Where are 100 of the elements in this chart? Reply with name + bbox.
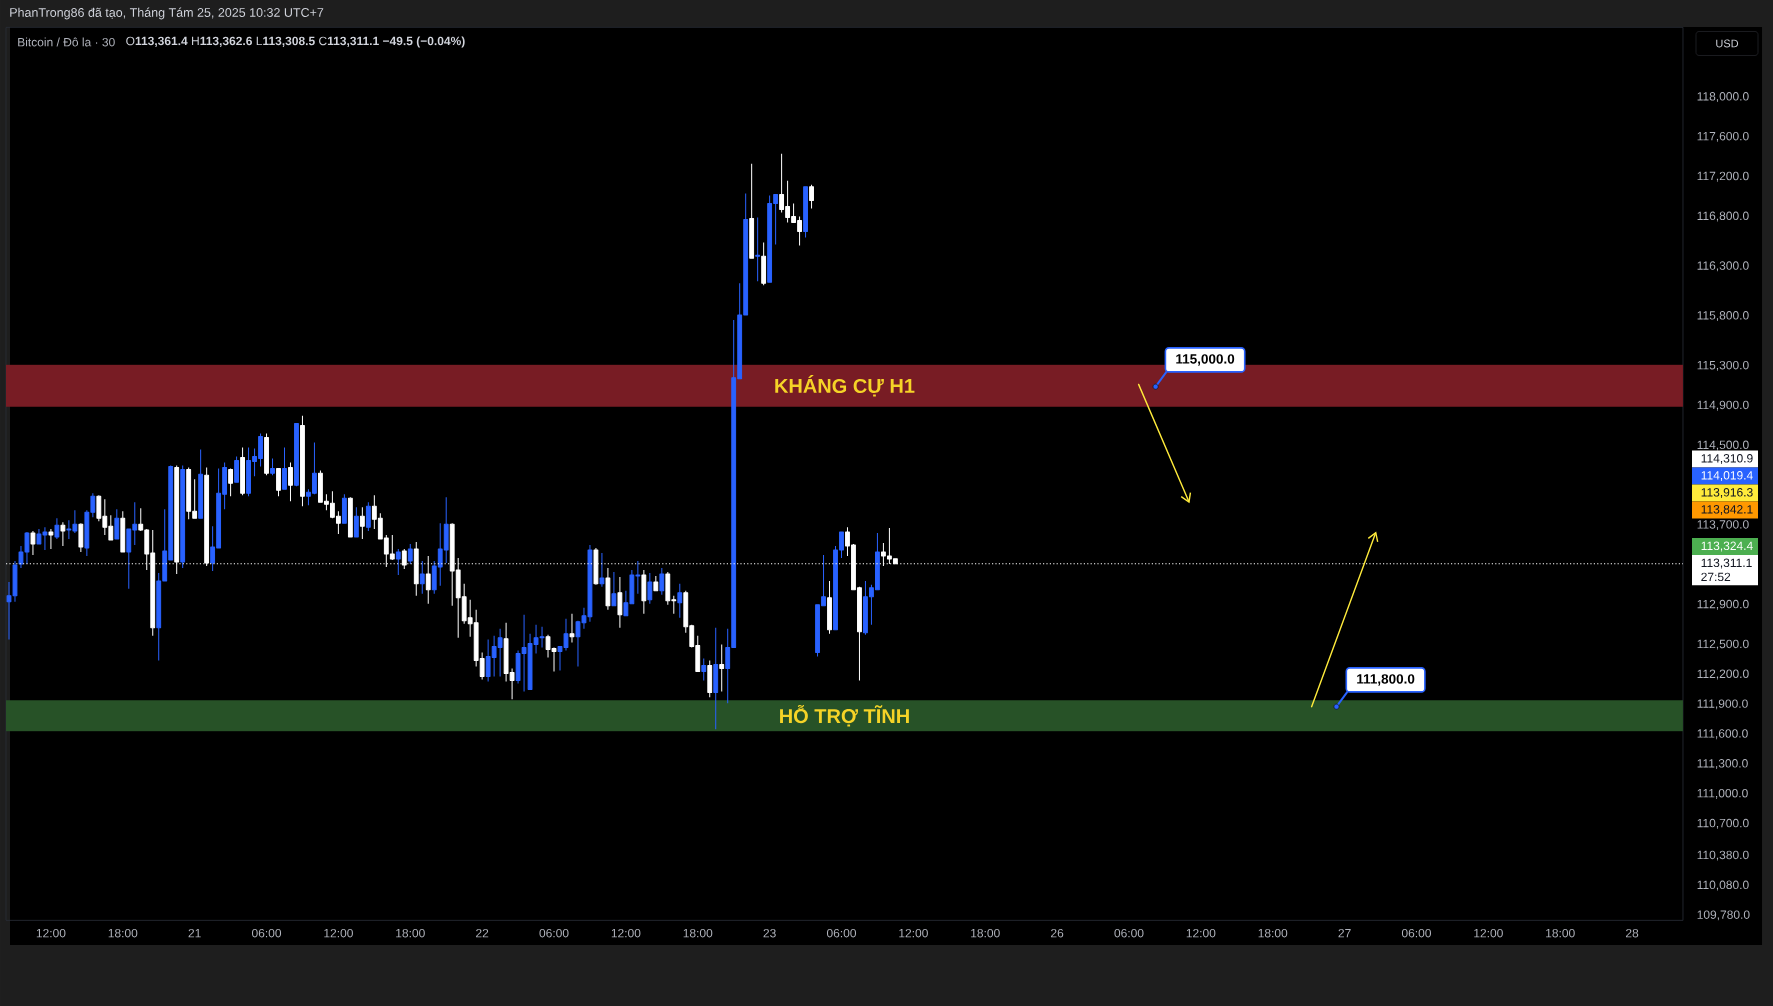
x-tick-label: 21 <box>188 928 201 938</box>
x-tick-label: 18:00 <box>1258 928 1288 938</box>
y-tick-label: 114,900.0 <box>1697 400 1749 411</box>
x-tick-label: 18:00 <box>396 928 425 938</box>
candlestick <box>809 184 814 210</box>
candlestick <box>803 186 808 238</box>
candlestick <box>365 501 371 532</box>
text: 113,916.3 <box>1701 488 1753 498</box>
annotation: 115,000.0 <box>1176 354 1235 366</box>
y-tick-label: 115,300.0 <box>1697 360 1749 371</box>
candlestick <box>395 548 401 576</box>
x-tick-label: 12:00 <box>324 928 353 938</box>
candlestick <box>264 433 269 476</box>
x-tick-label: 18:00 <box>683 928 713 938</box>
y-tick-label: 117,200.0 <box>1697 171 1749 182</box>
candlestick <box>78 522 84 553</box>
x-tick-label: 22 <box>476 928 489 938</box>
x-tick-label: 06:00 <box>826 928 857 938</box>
x-tick-label: 18:00 <box>108 928 138 938</box>
y-tick-label: 116,800.0 <box>1697 211 1749 222</box>
x-tick-label: 28 <box>1625 928 1639 938</box>
y-tick-label: 111,300.0 <box>1697 759 1748 770</box>
candlestick <box>60 521 66 547</box>
candlestick <box>270 457 275 476</box>
candlestick <box>341 493 347 524</box>
band-label: KHÁNG CỰ H1 <box>775 375 915 397</box>
candlestick <box>347 496 353 538</box>
text: 114,019.4 <box>1701 471 1753 481</box>
x-tick-label: 23 <box>763 928 776 938</box>
text: 113,324.4 <box>1701 541 1753 552</box>
candlestick <box>198 448 204 519</box>
candlestick <box>653 575 659 592</box>
y-tick-label: 110,700.0 <box>1697 818 1749 829</box>
ref-line-label: 113,311.1 <box>1701 558 1752 569</box>
candlestick <box>288 461 293 502</box>
candlestick <box>659 567 665 596</box>
x-tick-label: 18:00 <box>971 928 1000 938</box>
y-tick-label: 117,600.0 <box>1697 131 1749 142</box>
x-tick-label: 12:00 <box>1474 928 1503 938</box>
y-tick-label: 111,000.0 <box>1697 788 1748 799</box>
text: 113,842.1 <box>1701 505 1753 515</box>
y-tick-label: 115,800.0 <box>1697 311 1749 322</box>
candlestick <box>677 583 683 619</box>
candlestick <box>359 506 365 540</box>
candlestick <box>30 530 36 556</box>
candlestick <box>713 627 719 730</box>
candlestick <box>701 658 707 681</box>
candlestick <box>611 571 617 607</box>
candlestick <box>120 510 126 553</box>
x-tick-label: 06:00 <box>251 928 282 938</box>
x-tick-label: 27 <box>1338 928 1351 938</box>
candlestick <box>282 446 287 490</box>
y-tick-label: 113,700.0 <box>1697 520 1749 531</box>
candlestick <box>54 517 60 540</box>
x-tick-label: 06:00 <box>1401 928 1432 938</box>
text: USD <box>1716 39 1739 48</box>
candlestick <box>90 492 96 518</box>
candlestick <box>300 415 305 507</box>
x-tick-label: 26 <box>1051 928 1064 938</box>
candlestick <box>599 552 605 588</box>
candlestick <box>719 644 725 692</box>
candlestick <box>84 509 90 557</box>
y-tick-label: 110,080.0 <box>1697 880 1749 891</box>
x-tick-label: 06:00 <box>539 928 569 938</box>
y-tick-label: 112,500.0 <box>1697 639 1749 650</box>
text: O113,361.4 H113,362.6 L113,308.5 C113,311.1 −49.5 (−0.04%) <box>126 36 465 48</box>
y-tick-label: 111,600.0 <box>1697 729 1748 740</box>
candlestick <box>228 467 234 497</box>
candlestick <box>761 241 767 286</box>
candlestick <box>605 567 611 611</box>
candlestick <box>647 572 653 605</box>
candlestick <box>641 569 647 615</box>
y-tick-label: 114,500.0 <box>1697 440 1749 451</box>
text: PhanTrong86 đã tạo, Tháng Tám 25, 2025 10:32 UTC+7 <box>10 7 324 20</box>
y-tick-label: 109,780.0 <box>1697 910 1750 921</box>
candlestick <box>569 613 575 644</box>
x-tick-label: 12:00 <box>36 928 66 938</box>
x-tick-label: 12:00 <box>611 928 641 938</box>
text: Bitcoin / Đô la · 30 <box>18 37 115 47</box>
candlestick <box>353 506 359 538</box>
y-tick-label: 116,300.0 <box>1697 261 1749 272</box>
candlestick <box>755 217 761 282</box>
y-tick-label: 112,200.0 <box>1697 669 1749 680</box>
text: 27:52 <box>1701 572 1731 582</box>
y-tick-label: 110,380.0 <box>1697 850 1749 861</box>
text: 114,310.9 <box>1701 454 1753 464</box>
band-label: HỖ TRỢ TĨNH <box>780 705 909 727</box>
y-tick-label: 118,000.0 <box>1697 92 1749 103</box>
candlestick <box>407 543 413 565</box>
candlestick <box>294 423 299 487</box>
candlestick <box>234 455 239 483</box>
candlestick <box>617 576 623 629</box>
candlestick <box>419 560 425 595</box>
candlestick <box>276 467 281 497</box>
candlestick <box>707 660 713 698</box>
candlestick <box>114 508 120 540</box>
annotation: 111,800.0 <box>1357 674 1415 686</box>
candlestick <box>180 464 186 569</box>
x-tick-label: 12:00 <box>1186 928 1216 938</box>
x-tick-label: 18:00 <box>1546 928 1575 938</box>
